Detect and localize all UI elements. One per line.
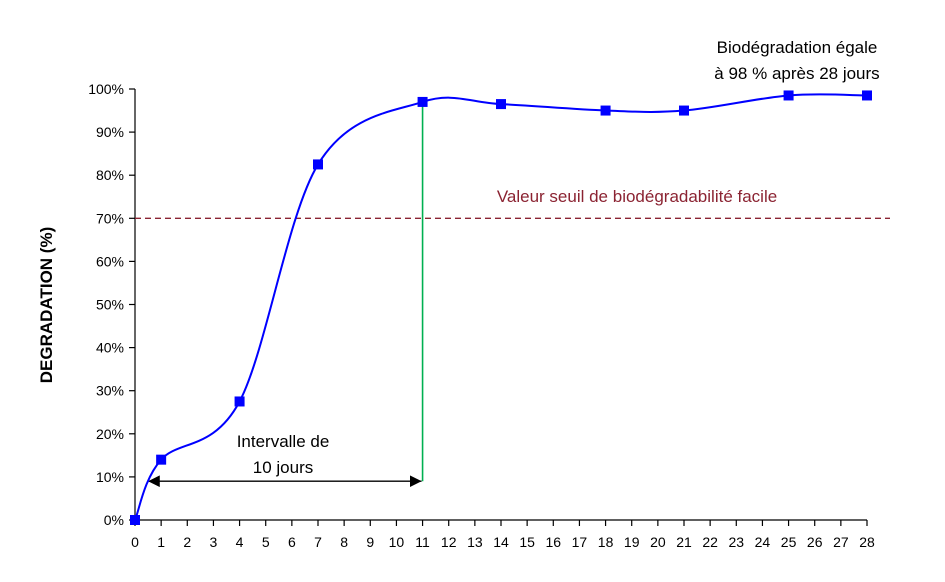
data-point — [784, 90, 794, 100]
x-tick-label: 16 — [545, 534, 561, 550]
threshold-label: Valeur seuil de biodégradabilité facile — [497, 187, 777, 206]
x-tick-label: 0 — [131, 534, 139, 550]
x-tick-label: 21 — [676, 534, 692, 550]
x-tick-label: 15 — [519, 534, 535, 550]
x-tick-label: 2 — [183, 534, 191, 550]
data-point — [156, 455, 166, 465]
y-tick-label: 70% — [96, 210, 124, 226]
x-tick-label: 25 — [781, 534, 797, 550]
x-tick-label: 10 — [389, 534, 405, 550]
series-layer — [130, 90, 872, 525]
y-tick-label: 80% — [96, 167, 124, 183]
data-point — [496, 99, 506, 109]
x-tick-label: 23 — [728, 534, 744, 550]
interval-label-line-2: 10 jours — [253, 458, 313, 477]
x-tick-label: 12 — [441, 534, 457, 550]
x-tick-label: 18 — [598, 534, 614, 550]
y-tick-label: 20% — [96, 426, 124, 442]
data-point — [679, 106, 689, 116]
x-tick-label: 13 — [467, 534, 483, 550]
x-tick-label: 22 — [702, 534, 718, 550]
x-tick-label: 4 — [236, 534, 244, 550]
y-axis: 0% 10% 20% 30% 40% 50% 60% 70% 80% 90% 100% — [88, 81, 135, 528]
y-tick-label: 100% — [88, 81, 124, 97]
x-axis: 0 1 2 3 4 5 6 7 8 9 10 11 12 13 14 15 16 17 18 19 20 21 22 23 24… — [131, 520, 875, 550]
data-point — [601, 106, 611, 116]
x-tick-label: 6 — [288, 534, 296, 550]
y-tick-label: 50% — [96, 297, 124, 313]
y-tick-label: 10% — [96, 469, 124, 485]
data-point — [235, 396, 245, 406]
x-tick-label: 19 — [624, 534, 640, 550]
data-point — [862, 90, 872, 100]
x-tick-label: 28 — [859, 534, 875, 550]
y-axis-title: DEGRADATION (%) — [37, 227, 56, 383]
y-tick-label: 30% — [96, 383, 124, 399]
x-tick-label: 26 — [807, 534, 823, 550]
x-tick-label: 9 — [366, 534, 374, 550]
x-tick-label: 11 — [415, 534, 430, 550]
x-tick-label: 7 — [314, 534, 322, 550]
interval-label-line-1: Intervalle de — [237, 432, 330, 451]
series-line — [135, 94, 867, 520]
x-tick-label: 14 — [493, 534, 509, 550]
y-tick-label: 90% — [96, 124, 124, 140]
x-tick-label: 24 — [755, 534, 771, 550]
data-point — [130, 515, 140, 525]
x-tick-label: 20 — [650, 534, 666, 550]
x-tick-label: 5 — [262, 534, 270, 550]
y-tick-label: 60% — [96, 253, 124, 269]
y-tick-label: 40% — [96, 340, 124, 356]
data-point — [418, 97, 428, 107]
x-tick-label: 1 — [157, 534, 165, 550]
result-annotation-line-1: Biodégradation égale — [717, 38, 878, 57]
x-tick-label: 3 — [210, 534, 218, 550]
result-annotation-line-2: à 98 % après 28 jours — [714, 64, 879, 83]
x-tick-label: 8 — [340, 534, 348, 550]
x-tick-label: 27 — [833, 534, 849, 550]
x-tick-label: 17 — [572, 534, 588, 550]
y-tick-label: 0% — [104, 512, 124, 528]
data-point — [313, 159, 323, 169]
